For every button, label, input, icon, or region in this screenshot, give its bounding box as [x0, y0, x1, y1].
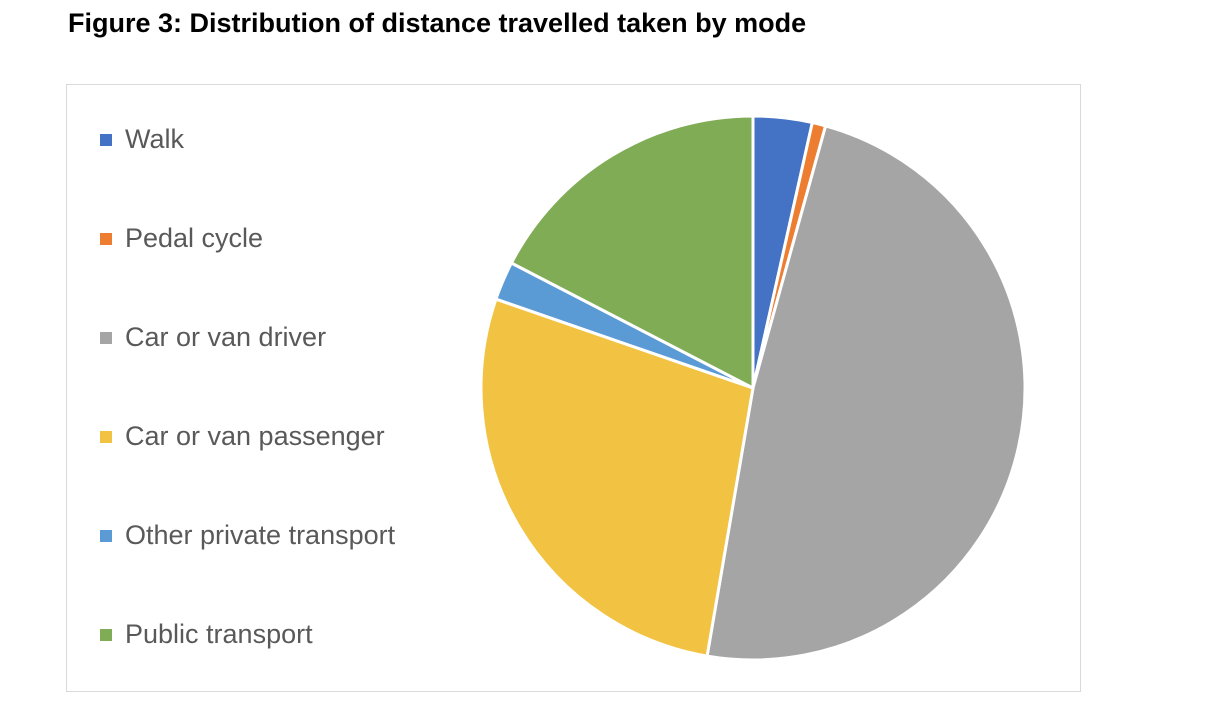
- legend-label: Other private transport: [125, 520, 396, 550]
- legend-swatch: [100, 233, 112, 245]
- pie-slice: [509, 114, 755, 390]
- legend-label: Public transport: [125, 619, 313, 649]
- legend-swatch: [100, 134, 112, 146]
- pie-slice: [705, 124, 1027, 662]
- legend-label: Car or van driver: [125, 322, 326, 352]
- legend-swatch: [100, 530, 112, 542]
- legend-label: Walk: [125, 124, 184, 154]
- legend-swatch: [100, 629, 112, 641]
- legend-label: Car or van passenger: [125, 421, 385, 451]
- chart-title: Figure 3: Distribution of distance trave…: [68, 8, 807, 38]
- legend-label: Pedal cycle: [125, 223, 263, 253]
- legend-swatch: [100, 332, 112, 344]
- chart-area: [66, 84, 1081, 692]
- legend-swatch: [100, 431, 112, 443]
- pie-slice: [479, 297, 755, 658]
